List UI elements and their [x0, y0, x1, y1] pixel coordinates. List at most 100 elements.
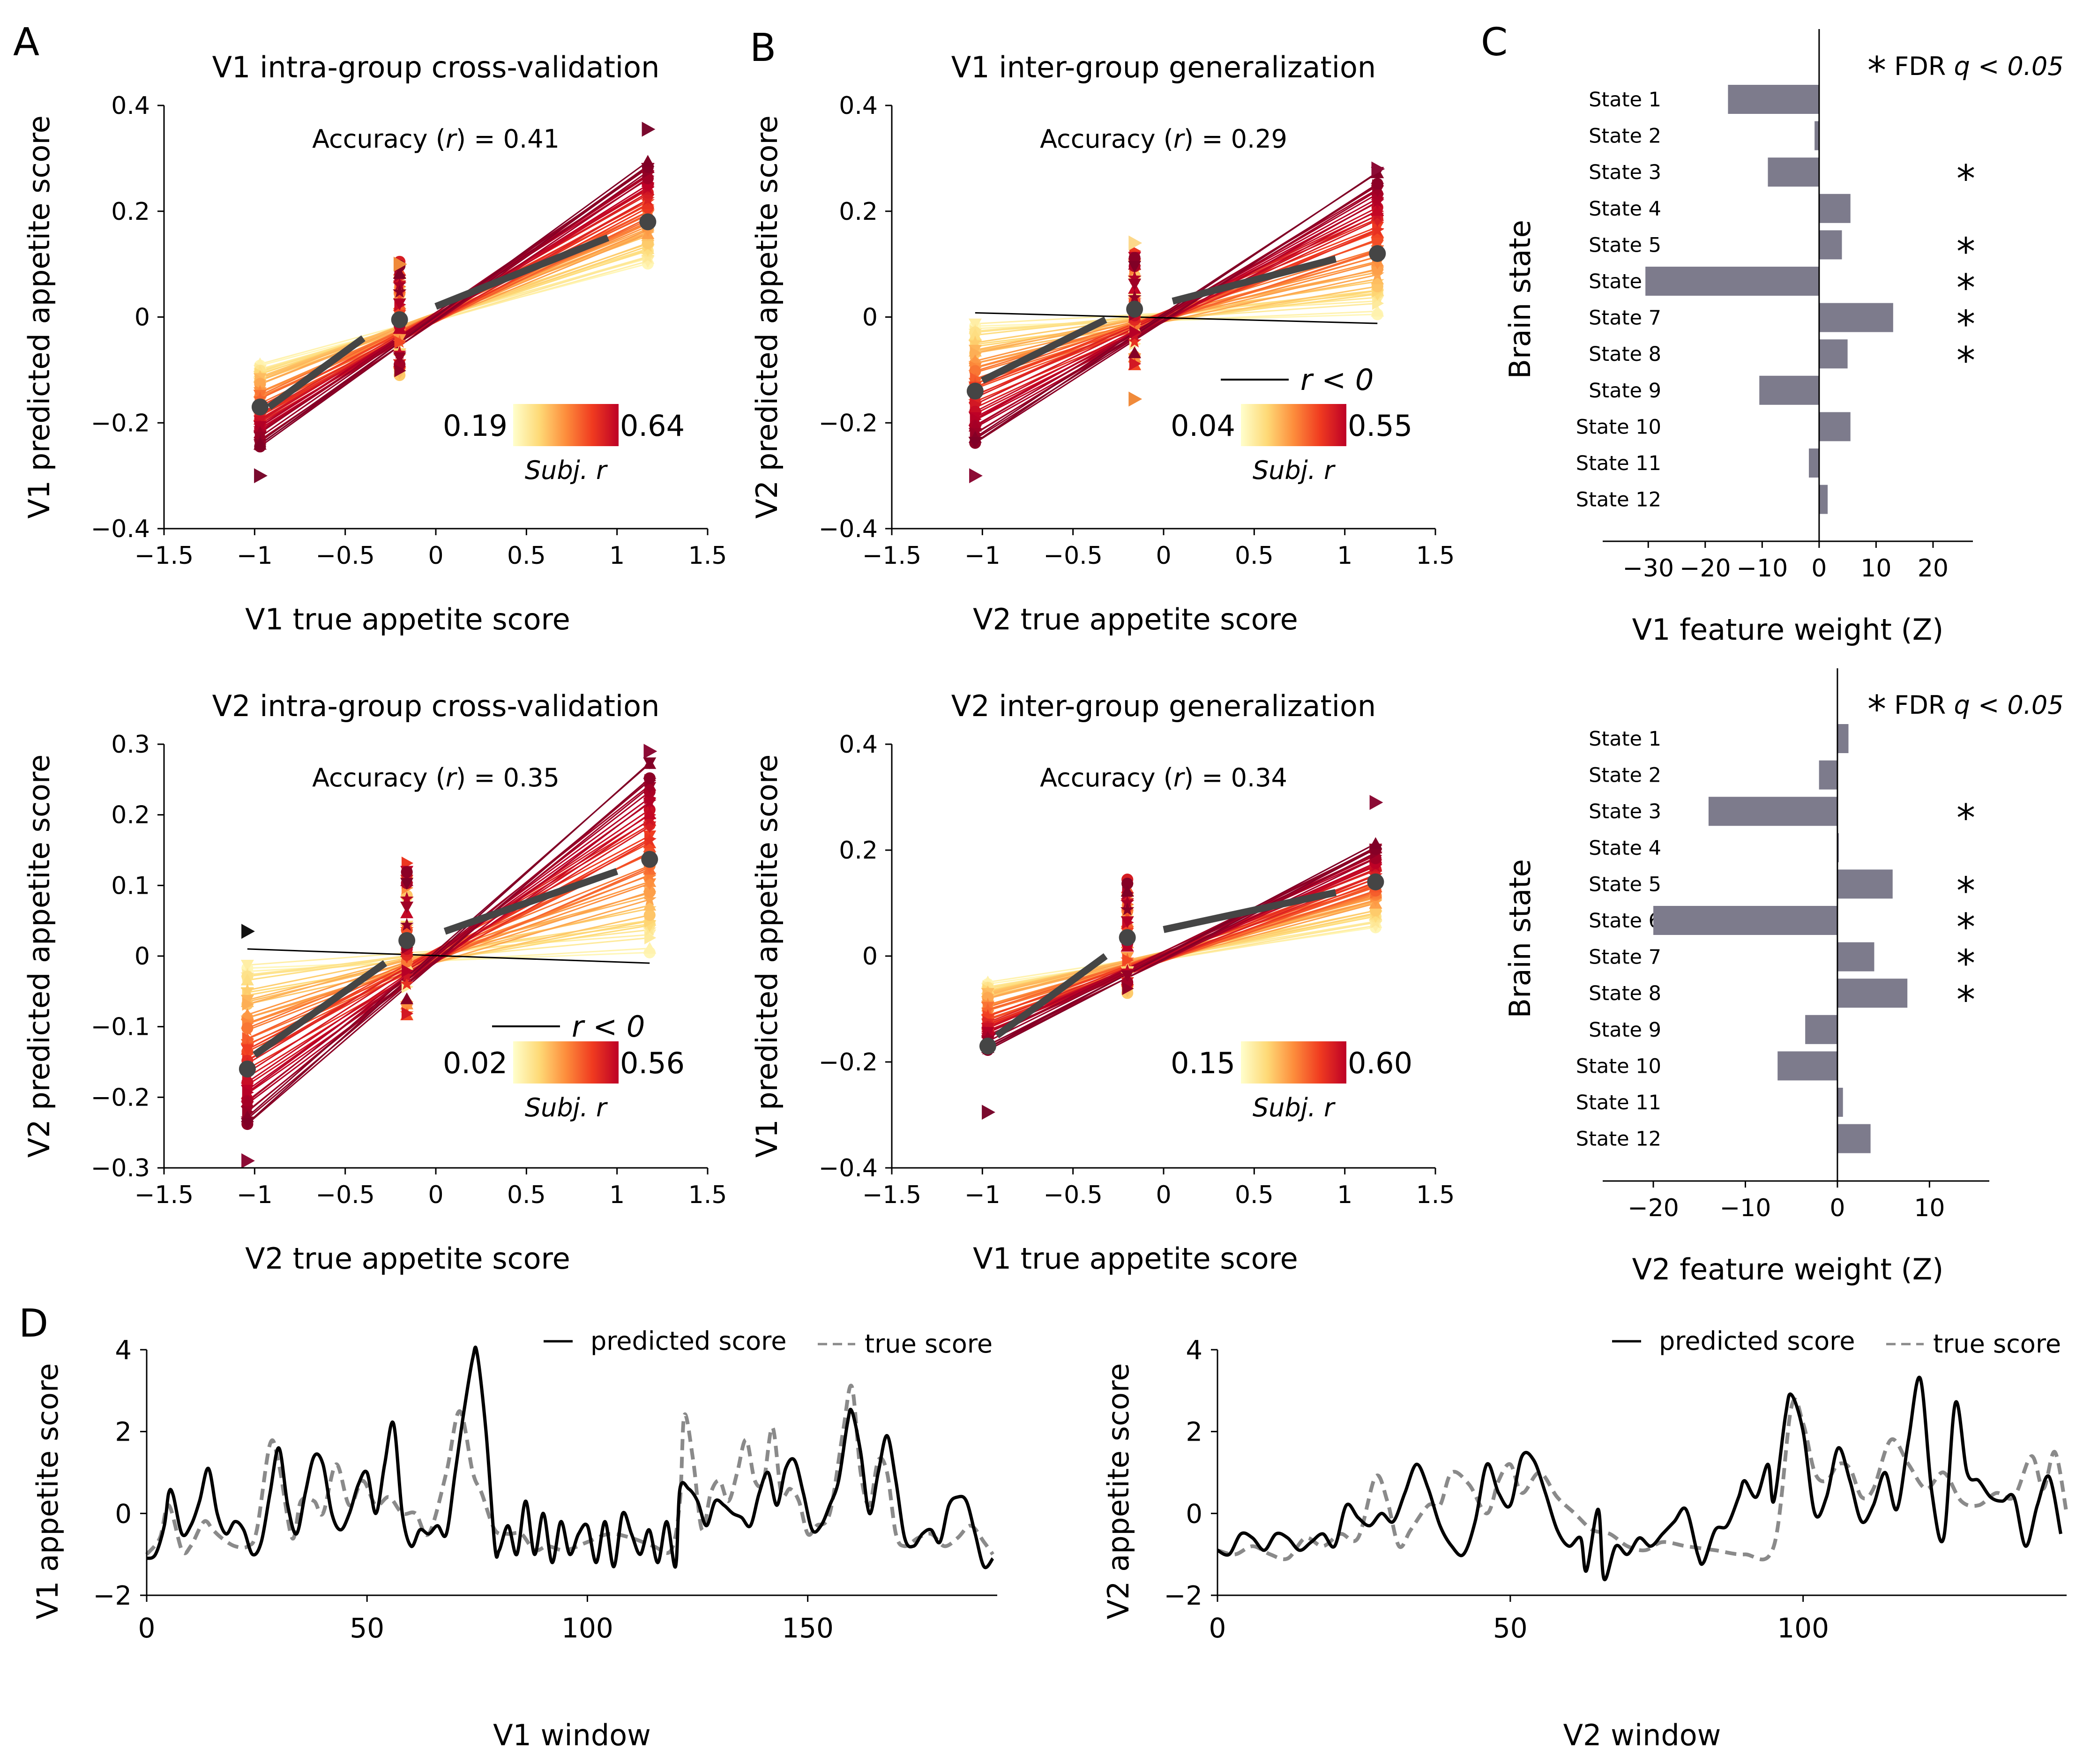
x-tick-label: 0.5: [507, 1181, 546, 1209]
x-tick-label: 0.5: [1235, 542, 1274, 570]
subject-line: [987, 848, 1376, 1051]
subject-line: [975, 201, 1378, 429]
subject-marker: [1370, 223, 1384, 237]
legend-predicted-label: predicted score: [590, 1326, 786, 1356]
outlier-marker: [643, 744, 657, 759]
subject-marker: [1369, 837, 1382, 849]
state-label: State 8: [1589, 343, 1661, 366]
colorbar-label: Subj. r: [1253, 456, 1336, 485]
x-tick-label: −1: [964, 542, 1001, 570]
subject-marker: [643, 772, 656, 785]
state-label: State 8: [1589, 982, 1661, 1005]
predicted-score-line: [146, 1345, 994, 1570]
group-fit-segment: [994, 953, 1108, 1039]
weight-bar: [1837, 1124, 1871, 1153]
x-tick-label: 50: [350, 1612, 384, 1644]
subject-marker: [400, 969, 414, 982]
colorbar: [1241, 404, 1346, 446]
y-tick-label: −0.4: [819, 1154, 878, 1182]
subject-marker: [393, 352, 406, 364]
weight-bar: [1819, 194, 1851, 223]
subject-marker: [1122, 953, 1134, 967]
subject-marker: [1120, 885, 1134, 897]
subject-marker: [1128, 261, 1142, 273]
colorbar: [1241, 1041, 1346, 1084]
y-tick-label: −0.1: [91, 1013, 150, 1041]
y-tick-label: 0.4: [839, 731, 878, 759]
significance-star: *: [1957, 303, 1975, 346]
group-mean-point: [239, 1061, 256, 1078]
subject-line: [246, 797, 650, 1093]
state-label: State 7: [1589, 306, 1661, 330]
subject-marker: [643, 757, 657, 770]
x-tick-label: −0.5: [1044, 542, 1103, 570]
outlier-marker: [241, 924, 255, 939]
subject-marker: [1371, 178, 1383, 190]
group-fit-segment: [253, 960, 388, 1058]
y-tick-label: 0: [115, 1499, 132, 1529]
x-tick-label: 0.5: [1235, 1181, 1274, 1209]
state-label: State 9: [1589, 379, 1661, 403]
outlier-marker: [393, 256, 407, 272]
subject-marker: [643, 886, 656, 898]
x-tick-label: −10: [1720, 1194, 1771, 1222]
subject-line: [260, 166, 649, 448]
subject-line: [247, 914, 650, 1005]
weight-bar: [1819, 760, 1837, 790]
colorbar: [513, 404, 619, 446]
scatter-chart-v2-inter: V2 inter-group generalization Accuracy (r…: [750, 689, 1455, 1276]
subject-line: [987, 843, 1376, 1048]
x-tick-label: −1: [237, 1181, 273, 1209]
weight-bar: [1653, 906, 1837, 935]
x-tick-label: 50: [1493, 1612, 1528, 1644]
y-tick-label: −2: [93, 1581, 132, 1611]
colorbar-min-label: 0.15: [1171, 1046, 1235, 1080]
subject-line: [247, 899, 650, 1019]
x-axis-label: V1 true appetite score: [245, 602, 570, 636]
subject-marker: [1122, 982, 1134, 995]
fdr-legend: * FDR q < 0.05: [1867, 49, 2064, 92]
y-tick-label: 0: [862, 942, 878, 971]
colorbar-min-label: 0.02: [443, 1046, 508, 1080]
legend-predicted-label: predicted score: [1659, 1326, 1855, 1356]
weight-bar: [1808, 448, 1819, 478]
subject-marker: [1121, 877, 1134, 890]
subject-marker: [1128, 290, 1142, 304]
colorbar-label: Subj. r: [525, 456, 608, 485]
subject-marker: [968, 437, 982, 449]
colorbar-max-label: 0.56: [620, 1046, 685, 1080]
x-tick-label: −10: [1736, 554, 1788, 583]
x-tick-label: −30: [1622, 554, 1674, 583]
x-tick-label: −0.5: [316, 1181, 375, 1209]
subject-marker: [400, 901, 414, 914]
group-fit-segment: [267, 335, 366, 410]
subject-marker: [1371, 204, 1384, 216]
scatter-chart-v2-intra: V2 intra-group cross-validation Accuracy …: [22, 689, 727, 1276]
group-mean-point: [398, 932, 416, 949]
group-fit-segment: [981, 316, 1107, 384]
y-tick-label: 4: [1186, 1335, 1202, 1366]
subject-line: [975, 183, 1378, 444]
x-axis-label: V2 true appetite score: [245, 1241, 570, 1276]
y-axis-label: V2 predicted appetite score: [750, 115, 784, 519]
x-tick-label: −1.5: [862, 542, 921, 570]
negative-subject-line: [975, 312, 1378, 324]
significance-star: *: [1957, 796, 1975, 840]
group-mean-point: [251, 398, 269, 416]
x-tick-label: 100: [561, 1612, 613, 1644]
x-tick-label: 1.5: [1416, 1181, 1455, 1209]
weight-bar: [1815, 121, 1819, 150]
subject-marker: [1129, 325, 1142, 339]
group-mean-point: [639, 213, 657, 231]
x-tick-label: −1.5: [134, 542, 194, 570]
y-tick-label: −0.3: [91, 1154, 150, 1182]
subject-marker: [400, 977, 414, 990]
bar-chart-v1-weights: State 1 State 2 State 3 * State 4 State 5 * Sta…: [1503, 29, 2064, 647]
x-tick-label: 0: [1209, 1612, 1226, 1644]
subject-marker: [642, 794, 657, 808]
weight-bar: [1777, 1051, 1837, 1081]
subject-marker: [1120, 902, 1135, 916]
accuracy-label: Accuracy (r) = 0.29: [1040, 124, 1287, 154]
